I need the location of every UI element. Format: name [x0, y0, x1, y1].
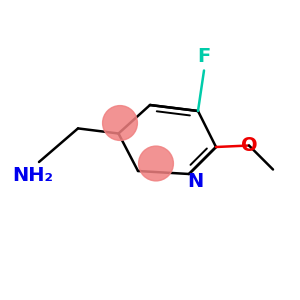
Circle shape: [139, 146, 173, 181]
Text: N: N: [188, 172, 204, 191]
Text: F: F: [197, 47, 211, 67]
Text: NH₂: NH₂: [13, 166, 53, 185]
Text: O: O: [241, 136, 257, 155]
Circle shape: [103, 106, 137, 140]
